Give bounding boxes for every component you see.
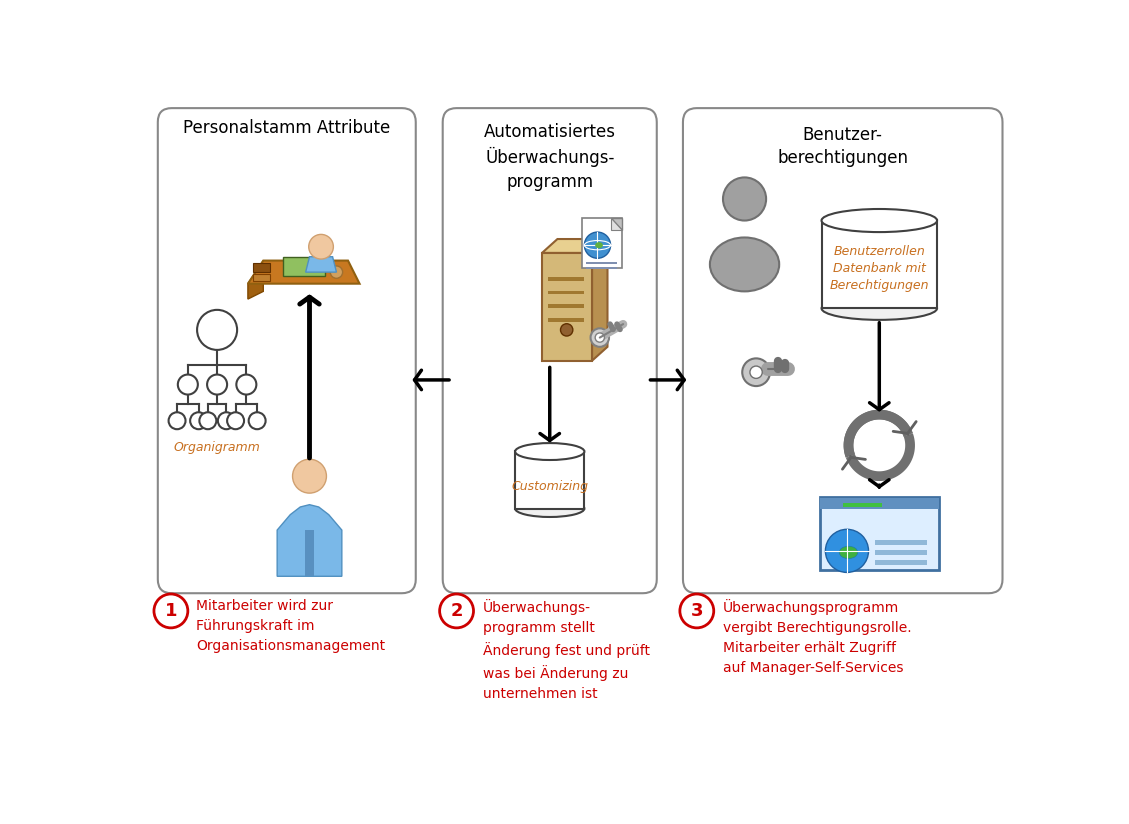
Circle shape <box>218 412 235 429</box>
Bar <box>586 267 616 269</box>
Circle shape <box>331 266 342 279</box>
Polygon shape <box>248 260 263 299</box>
Circle shape <box>825 529 868 573</box>
Ellipse shape <box>515 443 585 460</box>
Bar <box>282 257 325 276</box>
Circle shape <box>750 366 762 378</box>
Text: Organigramm: Organigramm <box>174 441 261 454</box>
Circle shape <box>292 459 326 493</box>
Bar <box>875 540 927 545</box>
Text: Personalstamm Attribute: Personalstamm Attribute <box>183 119 391 137</box>
Text: Automatisiertes
Überwachungs-
programm: Automatisiertes Überwachungs- programm <box>483 123 615 190</box>
Ellipse shape <box>595 242 603 248</box>
Bar <box>583 218 622 269</box>
Text: Mitarbeiter wird zur
Führungskraft im
Organisationsmanagement: Mitarbeiter wird zur Führungskraft im Or… <box>196 598 385 653</box>
Circle shape <box>227 412 244 429</box>
Polygon shape <box>542 239 607 253</box>
Circle shape <box>200 412 217 429</box>
Circle shape <box>680 594 714 628</box>
Text: Benutzerrollen
Datenbank mit
Berechtigungen: Benutzerrollen Datenbank mit Berechtigun… <box>830 245 929 292</box>
Bar <box>843 503 882 507</box>
Polygon shape <box>306 257 336 272</box>
Text: Benutzer-
berechtigungen: Benutzer- berechtigungen <box>777 126 908 167</box>
Bar <box>549 318 585 322</box>
Circle shape <box>168 412 185 429</box>
Ellipse shape <box>822 297 937 320</box>
Circle shape <box>590 328 609 347</box>
Circle shape <box>178 375 198 395</box>
Bar <box>549 277 585 281</box>
Text: Customizing: Customizing <box>511 480 588 493</box>
Circle shape <box>248 412 265 429</box>
Bar <box>253 263 270 272</box>
Bar <box>305 530 314 576</box>
Text: 1: 1 <box>165 602 177 620</box>
Text: Überwachungs-
programm stellt
Änderung fest und prüft
was bei Änderung zu
untern: Überwachungs- programm stellt Änderung f… <box>483 598 650 701</box>
Text: 2: 2 <box>450 602 463 620</box>
Circle shape <box>595 333 604 342</box>
Bar <box>586 262 616 265</box>
Circle shape <box>190 412 207 429</box>
Polygon shape <box>248 260 359 283</box>
Polygon shape <box>592 239 607 361</box>
FancyBboxPatch shape <box>158 108 415 593</box>
Ellipse shape <box>822 209 937 232</box>
Polygon shape <box>611 218 622 230</box>
Bar <box>875 550 927 555</box>
Ellipse shape <box>839 546 858 559</box>
Circle shape <box>723 177 767 221</box>
Text: Überwachungsprogramm
vergibt Berechtigungsrolle.
Mitarbeiter erhält Zugriff
auf : Überwachungsprogramm vergibt Berechtigun… <box>723 598 911 675</box>
Bar <box>253 274 270 281</box>
Bar <box>549 305 585 308</box>
Bar <box>820 498 939 508</box>
Bar <box>549 291 585 294</box>
FancyBboxPatch shape <box>683 108 1003 593</box>
Circle shape <box>742 358 770 386</box>
FancyBboxPatch shape <box>443 108 657 593</box>
Bar <box>822 220 937 308</box>
Circle shape <box>585 232 611 258</box>
Polygon shape <box>611 218 622 230</box>
Text: 3: 3 <box>691 602 703 620</box>
Polygon shape <box>542 253 592 361</box>
Circle shape <box>207 375 227 395</box>
Circle shape <box>236 375 256 395</box>
Ellipse shape <box>515 500 585 517</box>
Ellipse shape <box>710 237 779 292</box>
Circle shape <box>154 594 187 628</box>
Circle shape <box>198 310 237 350</box>
Ellipse shape <box>718 246 771 283</box>
Polygon shape <box>277 504 342 576</box>
Circle shape <box>308 234 333 259</box>
Bar <box>515 451 585 508</box>
Circle shape <box>439 594 473 628</box>
Bar <box>875 560 927 564</box>
Bar <box>820 497 939 570</box>
Circle shape <box>560 324 572 336</box>
